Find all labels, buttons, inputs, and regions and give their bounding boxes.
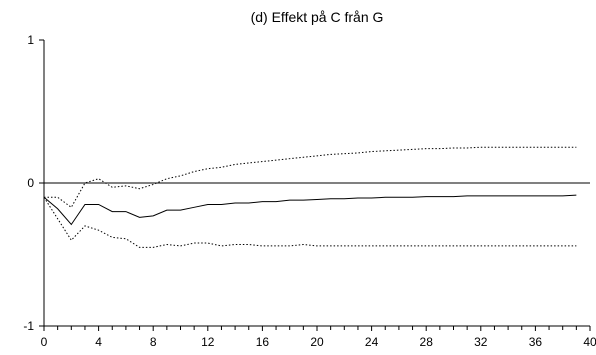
x-tick-label: 28 [420, 335, 434, 349]
x-tick-label: 32 [474, 335, 488, 349]
x-tick-label: 24 [365, 335, 379, 349]
lower-band-line [43, 197, 577, 248]
axes: -1 0 1 0 4 8 12 16 20 24 28 32 36 40 [23, 33, 596, 349]
x-tick-label: 12 [201, 335, 215, 349]
x-tick-label: 16 [256, 335, 270, 349]
x-tick-label: 4 [95, 335, 102, 349]
response-line [43, 194, 577, 226]
y-tick-label: 1 [27, 33, 34, 47]
x-tick-label: 8 [150, 335, 157, 349]
x-tick-label: 40 [583, 335, 596, 349]
x-tick-label: 20 [310, 335, 324, 349]
x-tick-label: 36 [529, 335, 543, 349]
upper-band-line [44, 146, 577, 209]
y-tick-label: 0 [27, 176, 34, 190]
x-tick-label: 0 [41, 335, 48, 349]
series-layer [43, 146, 577, 248]
chart-title: (d) Effekt på C från G [251, 9, 384, 25]
y-tick-label: -1 [23, 319, 34, 333]
